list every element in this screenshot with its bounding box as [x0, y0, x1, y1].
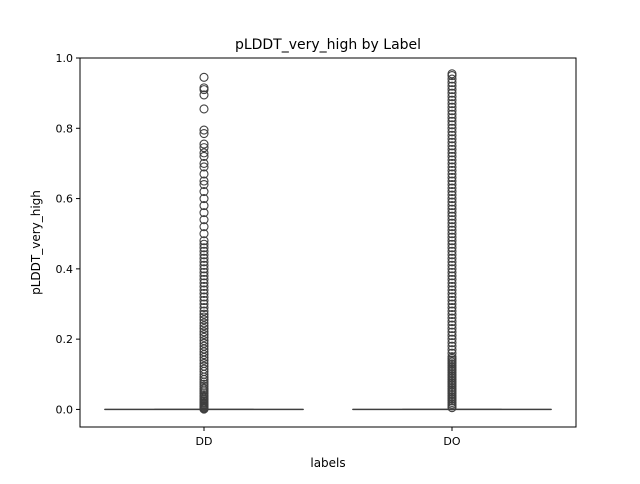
y-tick-label: 0.6 — [56, 193, 74, 206]
x-axis-label: labels — [310, 456, 345, 470]
x-tick-label: DO — [443, 435, 460, 448]
y-tick-label: 0.4 — [56, 263, 74, 276]
y-tick-label: 0.0 — [56, 403, 74, 416]
y-tick-label: 1.0 — [56, 52, 74, 65]
y-tick-label: 0.8 — [56, 122, 74, 135]
chart-title: pLDDT_very_high by Label — [235, 37, 421, 53]
x-tick-label: DD — [196, 435, 213, 448]
y-tick-label: 0.2 — [56, 333, 74, 346]
y-axis-label: pLDDT_very_high — [29, 190, 43, 295]
